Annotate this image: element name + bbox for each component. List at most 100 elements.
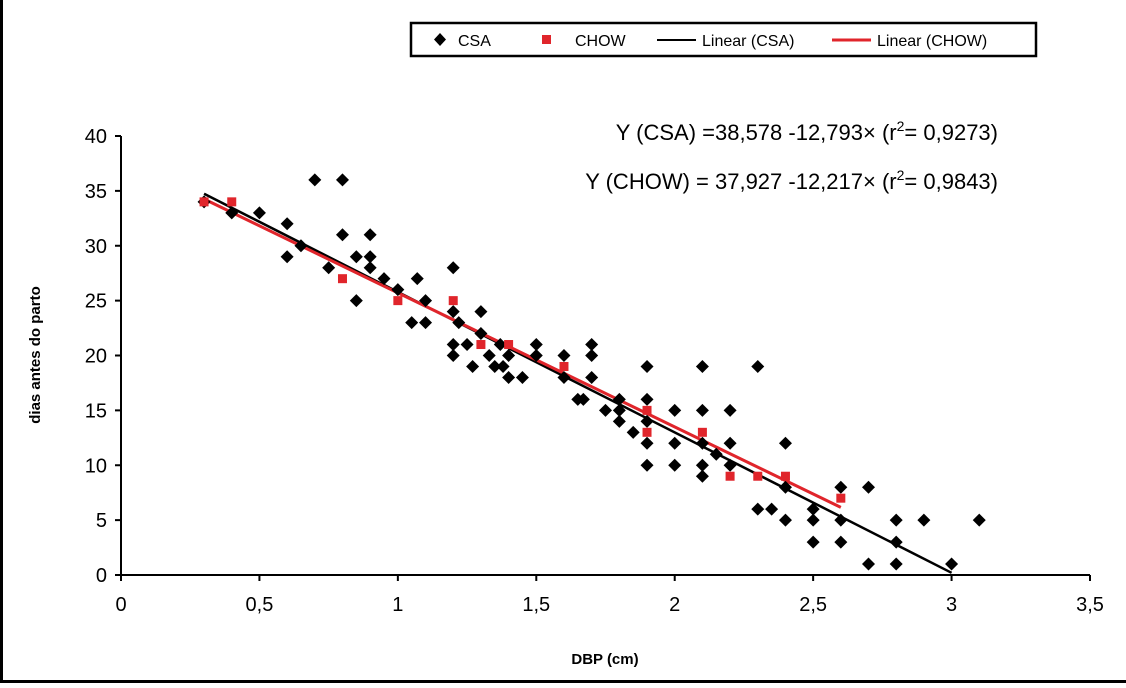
data-point-csa [460,338,474,352]
legend-marker-csa [434,33,446,46]
data-point-csa [612,392,626,406]
data-point-chow [753,471,763,481]
y-tick-label: 0 [96,565,107,587]
equation-csa: Y (CSA) =38,578 -12,793× (r2= 0,9273) [616,118,998,145]
data-point-csa [612,414,626,428]
legend-label-linear-csa: Linear (CSA) [702,33,794,50]
y-tick-label: 10 [85,455,107,477]
data-point-csa [862,557,876,571]
series-csa [197,173,986,571]
data-point-csa [751,502,765,516]
data-point-csa [474,327,488,341]
data-point-csa [585,338,599,352]
equation-chow: Y (CHOW) = 37,927 -12,217× (r2= 0,9843) [585,167,998,194]
x-tick-label: 1,5 [522,594,550,616]
data-point-csa [599,403,612,417]
data-point-csa [377,272,391,286]
y-axis-ticks: 0 5 10 15 20 25 30 35 40 [85,126,121,587]
data-point-csa [806,513,820,527]
data-point-csa [640,392,654,406]
equation-chow-main: Y (CHOW) = 37,927 -12,217× (r [585,169,896,194]
data-point-chow [393,296,403,306]
data-point-csa [889,557,903,571]
data-point-csa [695,458,709,472]
data-point-csa [446,349,460,362]
x-axis-ticks: 0 0,5 1 1,5 2 2,5 3 3,5 [115,575,1104,616]
equation-chow-tail: = 0,9843) [904,169,998,194]
data-point-csa [452,316,466,330]
data-point-csa [515,370,529,384]
data-point-csa [640,436,654,450]
data-point-chow [780,471,790,481]
data-point-csa [349,250,363,264]
data-point-chow [642,405,652,415]
data-point-csa [709,447,723,461]
data-point-csa [778,480,792,494]
data-point-csa [972,513,986,527]
data-point-csa [806,502,820,516]
trendline-csa [203,192,953,574]
data-point-chow [642,427,652,437]
data-point-csa [446,261,460,275]
data-point-csa [482,349,496,362]
data-point-csa [391,283,405,297]
data-point-csa [778,513,792,527]
data-point-csa [225,206,239,220]
data-point-csa [751,359,765,373]
data-point-csa [349,294,363,308]
legend-label-linear-chow: Linear (CHOW) [877,33,987,50]
data-point-chow [448,296,458,306]
data-point-csa [612,403,626,417]
data-point-csa [493,338,507,352]
data-point-csa [529,338,543,352]
data-point-csa [280,217,294,231]
data-point-csa [419,294,433,308]
data-point-csa [695,436,709,450]
data-point-csa [557,370,571,384]
data-point-csa [446,305,460,319]
data-point-csa [405,316,419,330]
data-point-csa [834,480,848,494]
x-tick-label: 2 [669,594,680,616]
data-point-csa [889,513,903,527]
data-point-csa [410,272,424,286]
data-point-chow [559,361,569,371]
x-tick-label: 2,5 [799,594,827,616]
data-point-csa [695,403,709,417]
trendline-chow [203,197,842,509]
data-point-csa [640,359,654,373]
data-point-csa [834,535,848,549]
data-point-csa [335,173,349,187]
legend-label-chow: CHOW [575,33,627,50]
data-point-chow [199,197,209,207]
legend-label-csa: CSA [458,33,491,50]
y-tick-label: 15 [85,400,107,422]
y-tick-label: 40 [85,126,107,148]
data-point-csa [576,392,590,406]
equation-csa-tail: = 0,9273) [904,120,998,145]
y-axis-title: dias antes do parto [27,286,44,424]
data-point-csa [778,436,792,450]
scatter-chart: CSA CHOW Linear (CSA) Linear (CHOW) Y (C… [27,21,1104,668]
series-chow [199,197,846,503]
data-point-csa [585,370,599,384]
data-point-csa [695,359,709,373]
data-point-csa [363,250,377,264]
data-point-csa [502,370,516,384]
data-point-chow [697,427,707,437]
data-point-csa [723,436,737,450]
equation-csa-superscript: 2 [897,118,905,134]
data-point-chow [836,493,846,503]
y-tick-label: 5 [96,510,107,532]
x-tick-label: 0 [115,594,126,616]
data-point-csa [626,425,640,439]
data-point-csa [640,414,654,428]
data-point-csa [294,239,308,253]
data-point-csa [466,359,480,373]
data-point-chow [504,340,514,350]
data-point-csa [585,349,599,362]
data-point-csa [496,359,510,373]
x-axis-title: DBP (cm) [571,651,638,668]
data-point-csa [668,436,682,450]
